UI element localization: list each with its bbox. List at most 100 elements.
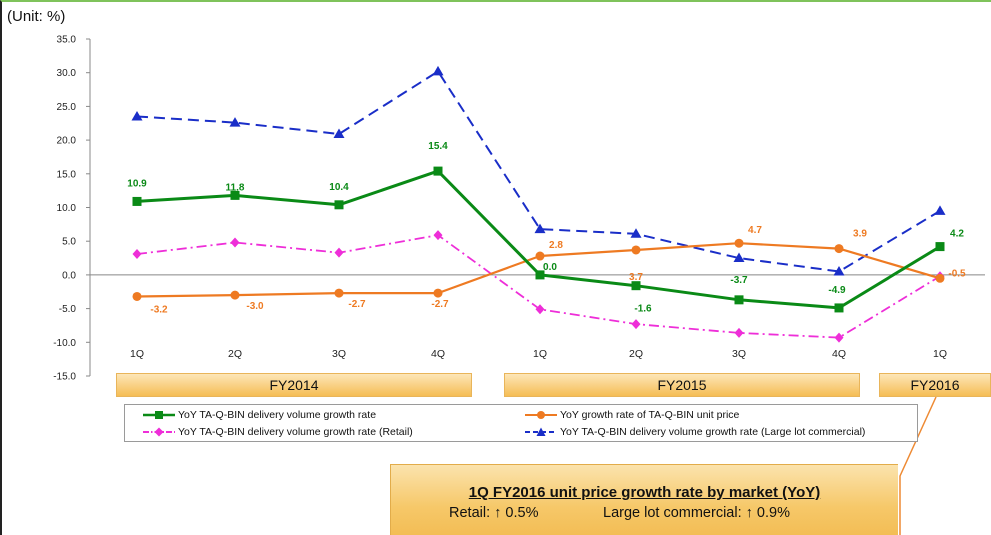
x-tick-label: 4Q xyxy=(431,348,445,360)
volume-data-label: 15.4 xyxy=(428,141,448,152)
marker-circle xyxy=(834,244,844,254)
marker-triangle xyxy=(934,205,946,215)
y-tick-label: 15.0 xyxy=(57,169,77,180)
marker-square xyxy=(132,196,142,206)
marker-diamond xyxy=(631,319,641,330)
marker-triangle xyxy=(833,266,845,276)
y-tick-label: 35.0 xyxy=(57,35,77,46)
y-tick-label: 5.0 xyxy=(62,237,76,248)
marker-circle xyxy=(433,288,443,298)
series-line xyxy=(136,169,941,310)
marker-square xyxy=(834,303,844,313)
y-tick-label: 0.0 xyxy=(62,270,76,281)
marker-triangle xyxy=(630,228,642,238)
marker-diamond xyxy=(230,237,240,248)
legend-item-unit-price: YoY growth rate of TA-Q-BIN unit price xyxy=(525,407,739,423)
volume-data-label: 10.4 xyxy=(329,182,349,193)
legend-item-retail: YoY TA-Q-BIN delivery volume growth rate… xyxy=(143,424,413,440)
y-tick-label: 30.0 xyxy=(57,68,77,79)
y-tick-label: -10.0 xyxy=(53,338,76,349)
unit-price-data-label: 3.9 xyxy=(853,229,867,240)
legend-label: YoY TA-Q-BIN delivery volume growth rate xyxy=(178,409,377,421)
unit-price-data-label: 4.7 xyxy=(748,225,762,236)
unit-price-data-label: 2.8 xyxy=(549,240,563,251)
unit-price-data-label: -3.0 xyxy=(246,301,264,312)
marker-square xyxy=(631,281,641,291)
marker-square xyxy=(734,295,744,305)
callout-title: 1Q FY2016 unit price growth rate by mark… xyxy=(468,484,821,501)
marker-square xyxy=(535,270,545,280)
y-tick-label: -15.0 xyxy=(53,372,76,383)
y-tick-label: -5.0 xyxy=(59,304,77,315)
y-tick-label: 25.0 xyxy=(57,102,77,113)
x-tick-label: 3Q xyxy=(332,348,346,360)
series-line xyxy=(136,234,941,339)
volume-data-label: -1.6 xyxy=(634,304,652,315)
marker-square xyxy=(433,166,443,176)
unit-price-data-label: -0.5 xyxy=(948,268,966,279)
marker-diamond xyxy=(734,327,744,338)
marker-circle xyxy=(230,290,240,300)
legend-swatch-magenta-diamond xyxy=(143,427,175,437)
marker-square xyxy=(230,190,240,200)
series-line xyxy=(136,70,941,273)
unit-price-data-label: -2.7 xyxy=(348,299,366,310)
marker-square xyxy=(334,200,344,210)
volume-data-label: 10.9 xyxy=(127,178,147,189)
marker-circle xyxy=(334,288,344,298)
x-tick-label: 1Q xyxy=(933,348,947,360)
marker-diamond xyxy=(334,247,344,258)
marker-circle xyxy=(132,291,142,301)
unit-price-data-label: -3.2 xyxy=(150,304,168,315)
marker-triangle xyxy=(534,223,546,234)
marker-circle xyxy=(535,251,545,261)
chart-legend: YoY TA-Q-BIN delivery volume growth rate… xyxy=(124,404,918,442)
marker-triangle xyxy=(333,128,345,139)
marker-triangle xyxy=(432,65,444,76)
y-tick-label: 20.0 xyxy=(57,136,77,147)
marker-square xyxy=(935,242,945,252)
fy2014-band: FY2014 xyxy=(116,373,472,397)
volume-data-label: 4.2 xyxy=(950,229,964,240)
unit-price-callout-box: 1Q FY2016 unit price growth rate by mark… xyxy=(390,464,898,535)
marker-diamond xyxy=(834,332,844,343)
marker-triangle xyxy=(229,117,241,127)
unit-price-data-label: 3.7 xyxy=(629,272,643,283)
x-tick-label: 4Q xyxy=(832,348,846,360)
x-tick-label: 3Q xyxy=(732,348,746,360)
marker-diamond xyxy=(433,230,443,241)
callout-connector-line xyxy=(899,396,937,535)
y-tick-label: 10.0 xyxy=(57,203,77,214)
legend-swatch-orange-circle xyxy=(525,411,557,419)
marker-diamond xyxy=(132,249,142,260)
volume-data-label: -3.7 xyxy=(730,275,748,286)
marker-circle xyxy=(935,273,945,283)
legend-item-volume: YoY TA-Q-BIN delivery volume growth rate xyxy=(143,407,376,423)
callout-retail-rate: Retail: ↑ 0.5% xyxy=(449,505,539,521)
volume-data-label: 11.8 xyxy=(226,182,245,193)
legend-label: YoY TA-Q-BIN delivery volume growth rate… xyxy=(178,426,413,438)
marker-circle xyxy=(734,238,744,248)
x-tick-label: 2Q xyxy=(629,348,643,360)
marker-triangle xyxy=(733,252,745,263)
x-tick-label: 2Q xyxy=(228,348,242,360)
legend-item-large-lot: YoY TA-Q-BIN delivery volume growth rate… xyxy=(525,424,865,440)
legend-label: YoY growth rate of TA-Q-BIN unit price xyxy=(560,409,740,421)
fy2015-band: FY2015 xyxy=(504,373,860,397)
unit-price-data-label: -2.7 xyxy=(431,299,449,310)
marker-circle xyxy=(631,245,641,255)
marker-diamond xyxy=(535,304,545,315)
legend-swatch-blue-triangle xyxy=(525,427,557,436)
callout-large-lot-rate: Large lot commercial: ↑ 0.9% xyxy=(603,505,790,521)
x-tick-label: 1Q xyxy=(533,348,547,360)
marker-triangle xyxy=(131,111,143,121)
legend-swatch-green-square xyxy=(143,411,175,419)
legend-label: YoY TA-Q-BIN delivery volume growth rate… xyxy=(560,426,866,438)
volume-data-label: 0.0 xyxy=(543,262,557,273)
volume-data-label: -4.9 xyxy=(828,285,846,296)
unit-label: (Unit: %) xyxy=(7,8,66,25)
x-tick-label: 1Q xyxy=(130,348,144,360)
fy2016-band: FY2016 xyxy=(879,373,991,397)
